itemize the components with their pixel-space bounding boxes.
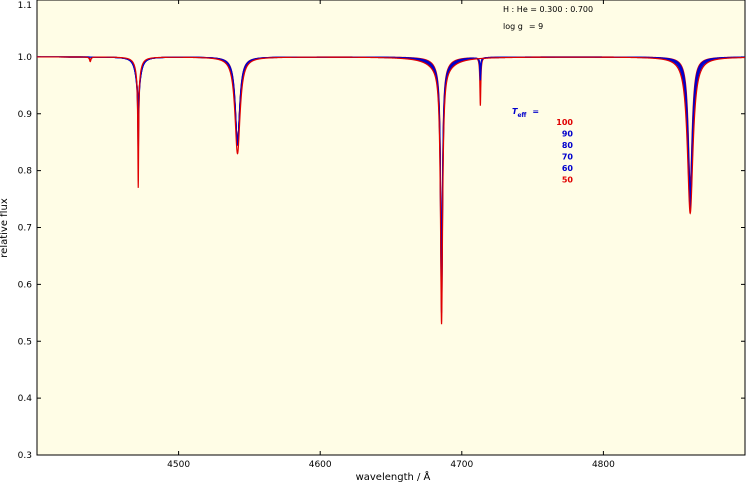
legend-entry-70: 70	[562, 153, 574, 162]
y-tick-label: 0.3	[18, 451, 32, 461]
logg-label: log g	[503, 22, 523, 31]
y-axis-title: relative flux	[0, 198, 10, 258]
teff-subscript: eff	[517, 112, 526, 119]
y-tick-label: 0.7	[18, 224, 32, 234]
y-tick-label: 0.9	[18, 110, 33, 120]
x-axis-title: wavelength / Å	[356, 470, 431, 483]
logg-annotation: log g = 9	[503, 22, 543, 31]
y-tick-label: 0.5	[18, 337, 32, 347]
y-tick-label: 1.1	[18, 1, 32, 11]
plot-area	[36, 0, 746, 456]
x-tick-label: 4500	[167, 460, 190, 470]
x-tick-label: 4800	[592, 460, 615, 470]
spectrum-series-100	[37, 56, 745, 325]
y-tick-label: 0.6	[18, 280, 33, 290]
spectrum-lines	[37, 56, 745, 325]
x-tick-label: 4700	[450, 460, 473, 470]
teff-equals: =	[532, 107, 539, 116]
legend-entry-50: 50	[562, 176, 574, 185]
tick-labels: 4500 4600 4700 4800 0.3 0.4 0.5 0.6 0.7 0.8 0.9 1.0…	[18, 1, 615, 470]
composition-annotation: H : He = 0.300 : 0.700	[503, 5, 593, 14]
legend-entry-100: 100	[556, 118, 573, 127]
logg-value: = 9	[529, 22, 543, 31]
x-tick-label: 4600	[309, 460, 332, 470]
teff-annotation: Teff =	[512, 107, 539, 119]
legend: 100 90 80 70 60 50	[556, 118, 573, 185]
legend-entry-90: 90	[562, 130, 574, 139]
y-tick-label: 0.4	[18, 394, 33, 404]
y-tick-label: 1.0	[18, 53, 33, 63]
y-tick-label: 0.8	[18, 167, 33, 177]
teff-symbol: T	[512, 107, 518, 116]
legend-entry-80: 80	[562, 141, 574, 150]
legend-entry-60: 60	[562, 164, 574, 173]
